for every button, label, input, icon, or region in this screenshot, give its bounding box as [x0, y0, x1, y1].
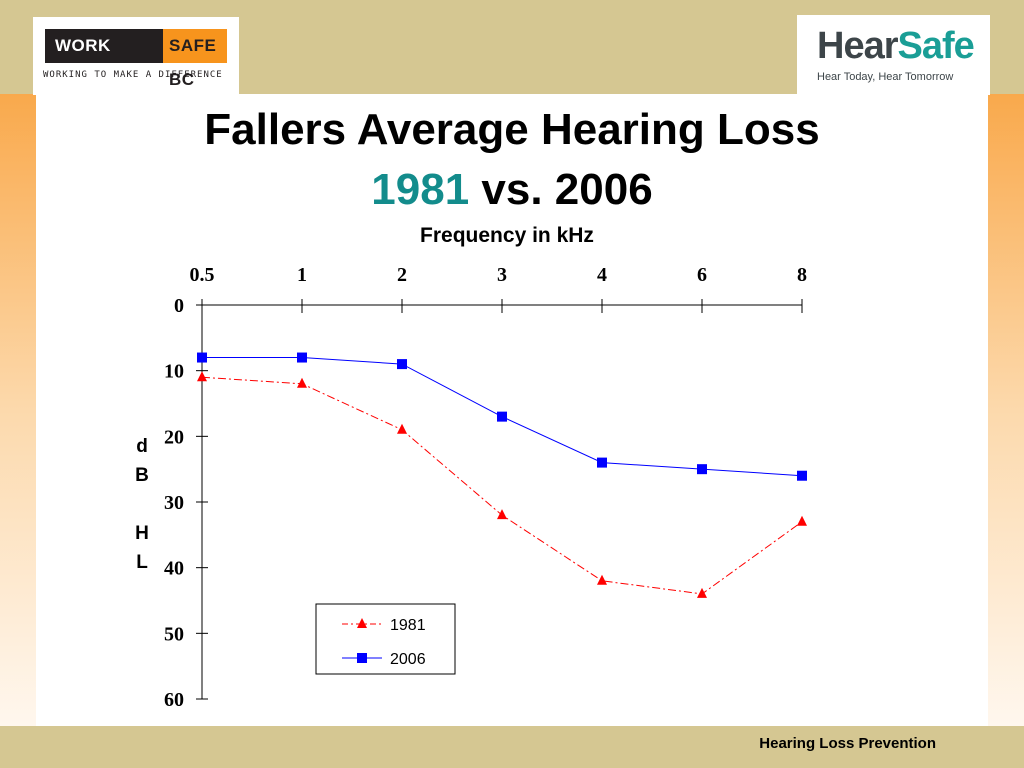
slide-title: Fallers Average Hearing Loss: [204, 105, 820, 154]
series-1981-point: [297, 377, 307, 388]
series-1981-point: [797, 515, 807, 526]
x-tick-label: 8: [797, 264, 807, 286]
left-gradient-border: [0, 94, 36, 726]
x-tick-label: 0.5: [190, 264, 215, 286]
y-axis-title-char: L: [136, 552, 148, 573]
x-tick-label: 3: [497, 264, 507, 286]
x-tick-label: 1: [297, 264, 307, 286]
logo-word-work: WORK: [45, 29, 163, 63]
logo-word-bc: BC: [169, 70, 195, 89]
series-2006-point: [597, 457, 607, 468]
right-gradient-border: [988, 94, 1024, 726]
series-1981-line: [201, 376, 803, 595]
y-tick-label: 30: [164, 492, 184, 514]
series-1981-point: [697, 587, 707, 598]
y-tick-label: 50: [164, 623, 184, 645]
y-tick-label: 40: [164, 558, 184, 580]
legend-1981-swatch-marker: [357, 618, 367, 628]
legend-box: [315, 603, 456, 675]
series-1981-point: [497, 509, 507, 520]
worksafebc-logo: WORK SAFE BC WORKING TO MAKE A DIFFERENC…: [33, 17, 239, 95]
x-axis-title: Frequency in kHz: [420, 224, 594, 247]
series-2006-point: [697, 464, 707, 475]
logo-word-safe-teal: Safe: [897, 25, 975, 67]
series-2006-point: [197, 352, 207, 363]
series-2006-point: [297, 352, 307, 363]
hearsafe-tagline: Hear Today, Hear Tomorrow: [817, 71, 954, 83]
x-tick-label: 2: [397, 264, 407, 286]
logo-tagline: WORKING TO MAKE A DIFFERENCE: [43, 70, 223, 80]
logo-word-safe: SAFE: [169, 36, 217, 55]
legend-1981-label: 1981: [390, 617, 426, 634]
y-axis-title-char: B: [135, 465, 149, 486]
legend-2006-swatch-marker: [357, 653, 367, 663]
series-1981-point: [597, 574, 607, 585]
subtitle-rest: vs. 2006: [469, 165, 653, 214]
y-tick-label: 10: [164, 361, 184, 383]
legend-2006-label: 2006: [390, 651, 426, 668]
y-tick-label: 0: [174, 295, 184, 317]
subtitle-year-1981: 1981: [371, 165, 470, 214]
bottom-band: [0, 726, 1024, 768]
series-2006-point: [797, 470, 807, 481]
series-1981-point: [197, 371, 207, 382]
series-2006-point: [397, 359, 407, 370]
y-tick-label: 60: [164, 689, 184, 711]
slide-subtitle: 1981 vs. 2006: [0, 165, 1024, 215]
x-tick-label: 4: [597, 264, 607, 286]
footer-text: Hearing Loss Prevention: [759, 735, 936, 752]
series-1981-point: [397, 423, 407, 434]
series-2006-point: [497, 411, 507, 422]
y-tick-label: 20: [164, 426, 184, 448]
y-axis-title-char: H: [135, 523, 149, 544]
x-tick-label: 6: [697, 264, 707, 286]
y-axis-title-char: d: [136, 436, 148, 457]
logo-word-hear: Hear: [817, 25, 898, 67]
hearsafe-logo: HearSafe Hear Today, Hear Tomorrow: [797, 15, 990, 95]
